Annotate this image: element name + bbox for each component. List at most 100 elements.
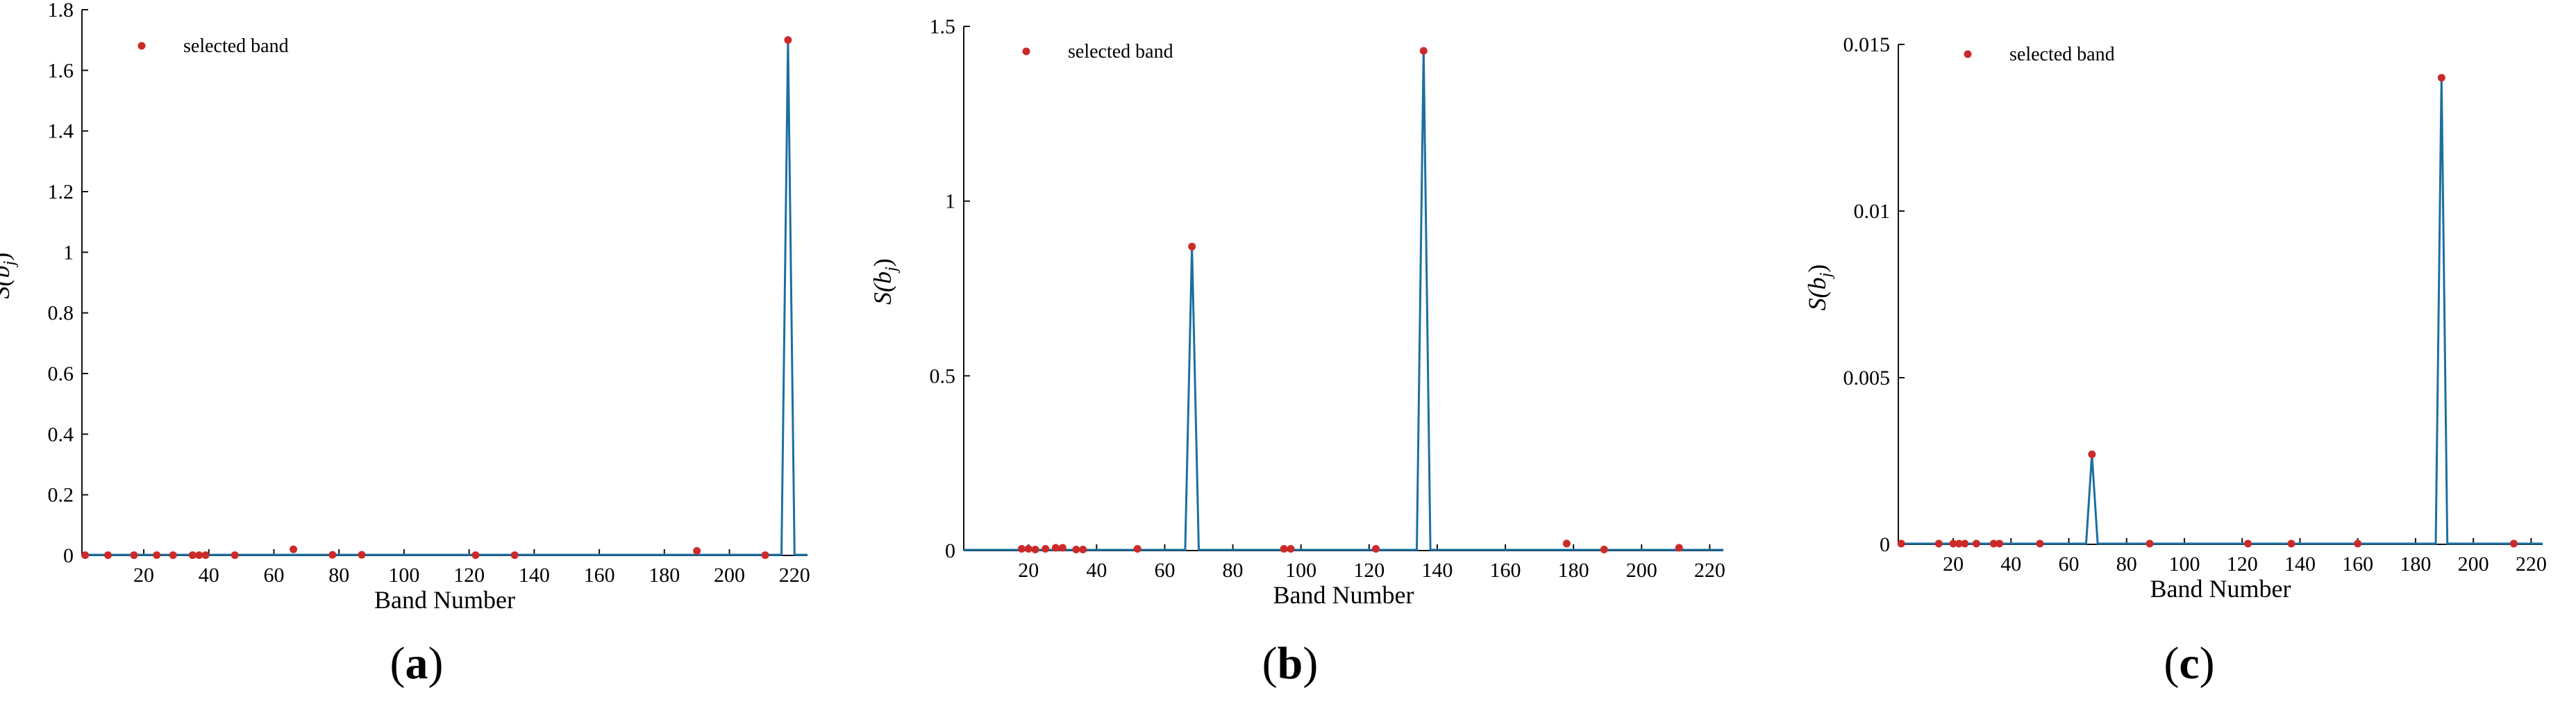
selected-band-marker <box>2354 539 2362 548</box>
selected-band-marker <box>1972 539 1980 548</box>
chart-panel-b: 20 40 60 80 100 120 140 160 180 200 220 0 0.5 1 1.5 Ban… <box>869 15 1725 609</box>
y-tick-label: 1.2 <box>48 181 74 203</box>
selected-band-marker <box>1419 47 1428 55</box>
y-axis-label-close: ) <box>0 253 15 261</box>
selected-band-marker <box>761 551 769 560</box>
chart-panel-c: 20 40 60 80 100 120 140 160 180 200 220 0 0.005 0.01 0… <box>1803 33 2547 603</box>
selected-band-marker <box>1996 539 2004 548</box>
selected-band-marker <box>1989 539 1998 548</box>
legend-label: selected band <box>183 35 289 57</box>
selected-band-marker <box>2509 539 2518 548</box>
x-tick-label: 220 <box>1694 559 1725 582</box>
x-tick-label: 40 <box>1086 559 1107 582</box>
selected-band-marker <box>471 551 480 560</box>
selected-band-marker <box>1031 545 1039 553</box>
selected-band-marker <box>2244 539 2252 548</box>
selected-band-marker <box>1188 242 1196 251</box>
x-tick-label: 200 <box>1626 559 1657 582</box>
x-axis-label: Band Number <box>1273 581 1414 609</box>
x-tick-label: 200 <box>2458 553 2489 576</box>
selected-band-marker <box>358 551 366 559</box>
x-tick-label: 20 <box>1018 559 1039 582</box>
selected-band-marker <box>1897 539 1905 548</box>
selected-band-marker <box>693 546 701 555</box>
x-tick-label: 80 <box>2116 553 2137 576</box>
selected-band-marker <box>1079 545 1087 553</box>
selected-band-marker <box>2287 539 2295 548</box>
selected-band-marker <box>188 551 196 560</box>
y-tick-label: 0.005 <box>1843 367 1891 389</box>
panel-label-b: (b) <box>1262 638 1319 689</box>
selected-band-marker <box>1017 544 1026 553</box>
x-tick-label: 100 <box>1285 559 1316 582</box>
y-tick-label: 0.5 <box>930 364 956 387</box>
y-tick-label: 1.8 <box>48 0 74 22</box>
x-axis-label: Band Number <box>2150 575 2291 603</box>
selected-band-marker <box>153 551 161 560</box>
y-axis-label-main: S(b <box>1803 277 1831 310</box>
selected-band-marker <box>1072 545 1080 553</box>
y-axis-label-sub: j <box>1817 272 1835 279</box>
selected-band-marker <box>1024 544 1032 553</box>
selected-band-marker <box>2437 74 2445 82</box>
selected-band-marker <box>1287 544 1295 553</box>
x-tick-label: 140 <box>2284 553 2316 576</box>
y-tick-label: 0 <box>1880 533 1890 556</box>
x-tick-label: 40 <box>2000 553 2021 576</box>
selected-band-marker <box>1934 539 1943 548</box>
selected-band-marker <box>784 36 792 44</box>
selected-band-marker <box>1562 539 1571 548</box>
selected-band-marker <box>1372 544 1380 553</box>
score-line <box>964 51 1723 551</box>
x-tick-label: 160 <box>2342 553 2373 576</box>
x-tick-label: 60 <box>263 564 284 587</box>
selected-band-marker <box>201 551 210 560</box>
selected-band-marker <box>1675 544 1683 552</box>
selected-band-marker <box>2088 450 2096 458</box>
selected-band-marker <box>328 551 337 559</box>
y-tick-label: 0 <box>945 539 955 562</box>
y-tick-label: 0 <box>63 544 74 567</box>
x-tick-label: 60 <box>2059 553 2080 576</box>
selected-band-marker <box>1280 544 1288 553</box>
y-tick-label: 1 <box>63 241 74 264</box>
selected-band-marker <box>130 551 138 560</box>
legend-label: selected band <box>1068 41 1173 62</box>
y-axis-label-sub: j <box>1 260 19 267</box>
x-tick-label: 100 <box>2168 553 2200 576</box>
panel-label-c: (c) <box>2164 638 2215 689</box>
y-tick-label: 1.6 <box>48 59 74 82</box>
selected-band-marker <box>231 551 239 560</box>
y-axis-label-main: S(b <box>869 271 896 305</box>
panel-label-b-letter: b <box>1277 638 1303 689</box>
x-tick-label: 60 <box>1154 559 1175 582</box>
y-tick-label: 0.4 <box>48 423 74 446</box>
panel-label-c-letter: c <box>2179 638 2200 689</box>
selected-band-marker <box>1949 539 1957 548</box>
x-tick-label: 100 <box>388 564 419 587</box>
selected-band-marker <box>2146 539 2154 548</box>
selected-band-marker <box>290 545 298 553</box>
x-tick-label: 80 <box>328 564 349 587</box>
selected-band-marker <box>1600 545 1608 553</box>
selected-band-marker <box>2036 539 2044 548</box>
x-tick-label: 160 <box>1490 559 1521 582</box>
legend-marker <box>137 42 146 50</box>
chart-panel-a: 20 40 60 80 100 120 140 160 180 200 220 0 0.2 0.4 0.6 0… <box>0 0 810 614</box>
x-tick-label: 220 <box>2516 553 2547 576</box>
y-tick-label: 0.6 <box>48 362 74 385</box>
x-tick-label: 120 <box>1353 559 1385 582</box>
y-axis-label-main: S(b <box>0 265 15 299</box>
legend-marker <box>1964 50 1972 58</box>
y-tick-label: 1.4 <box>48 120 74 143</box>
selected-band-marker <box>1058 544 1067 552</box>
selected-band-marker <box>195 551 203 560</box>
selected-band-marker <box>1051 544 1060 552</box>
y-tick-label: 0.01 <box>1854 200 1891 223</box>
y-axis-label: S(bj) <box>0 253 19 299</box>
y-axis-label: S(bj) <box>1803 265 1835 311</box>
y-tick-label: 0.015 <box>1843 33 1891 56</box>
y-tick-label: 1.5 <box>930 15 956 38</box>
selected-band-marker <box>510 551 519 560</box>
